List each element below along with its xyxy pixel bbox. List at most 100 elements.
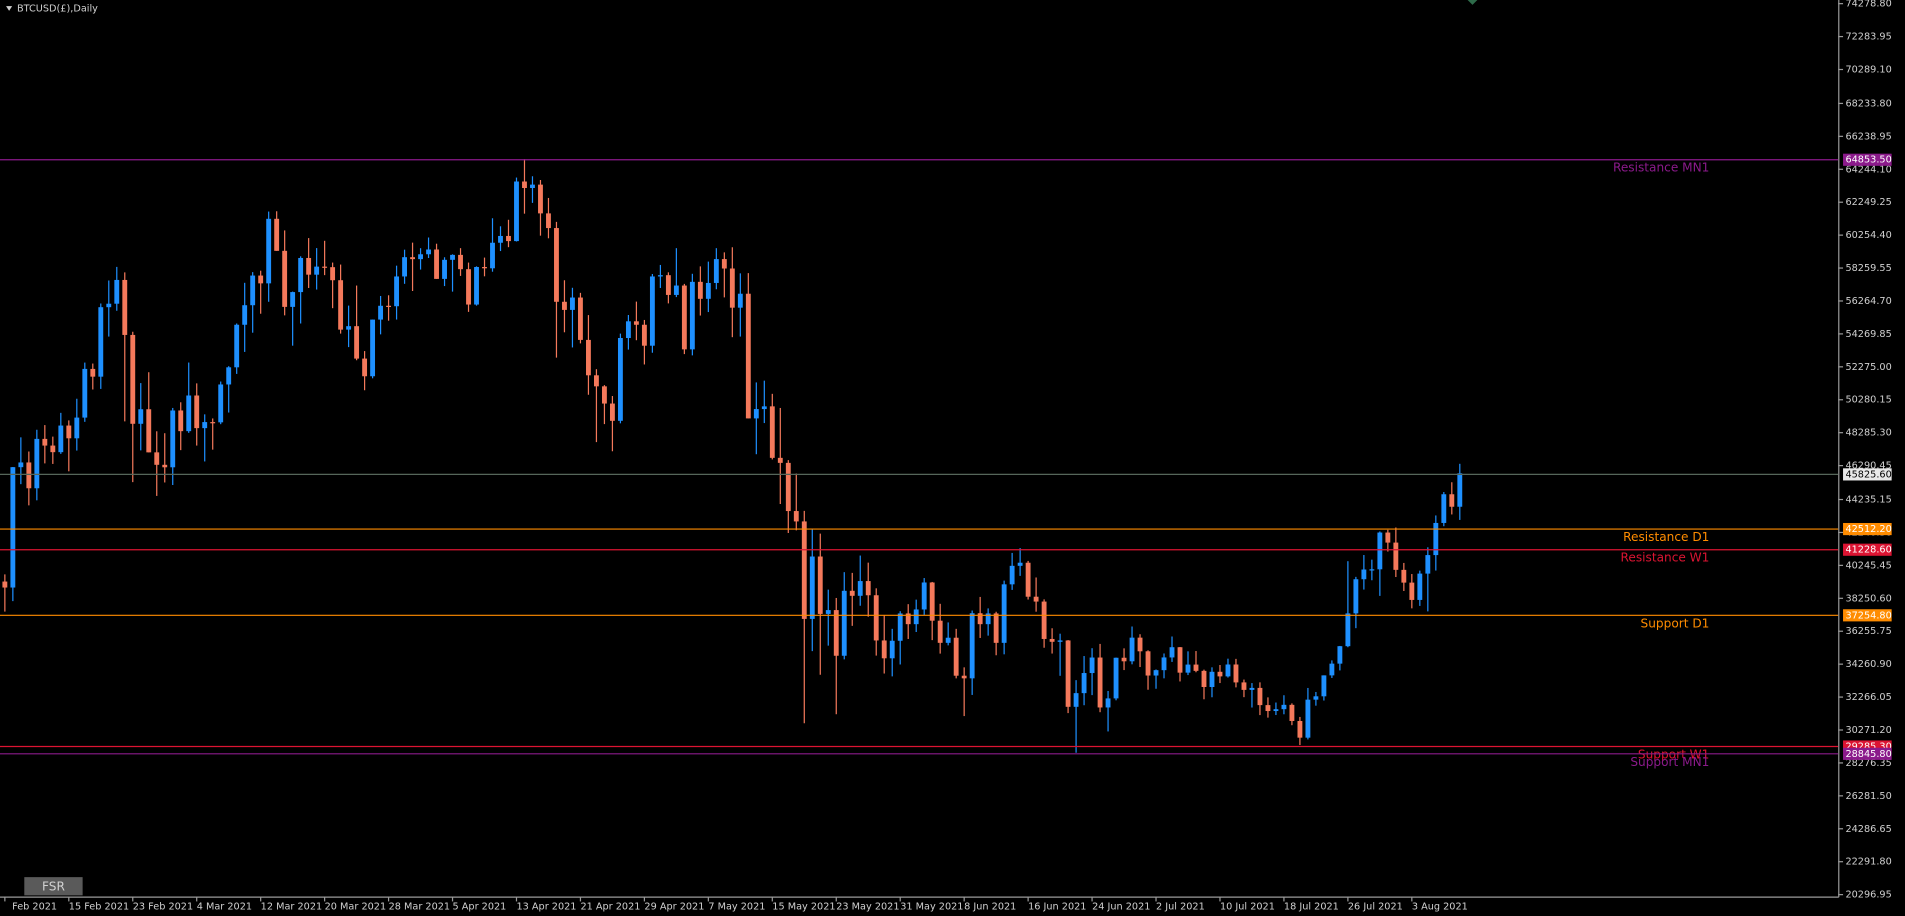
candle-body [1137, 637, 1143, 652]
candle-body [753, 409, 759, 419]
level-tag-label: 64853.50 [1845, 155, 1891, 166]
candle-body [1273, 709, 1279, 712]
x-tick-label: 12 Mar 2021 [261, 901, 323, 912]
candle-body [1097, 657, 1103, 708]
level-tag [1843, 153, 1892, 166]
candle-body [881, 640, 887, 659]
y-tick-label: 64244.10 [1845, 164, 1891, 175]
candle-body [1025, 562, 1031, 597]
y-tick-label: 58259.55 [1845, 263, 1891, 274]
candle-body [745, 293, 751, 419]
candle-body [1353, 579, 1359, 614]
candle-body [1145, 651, 1151, 676]
candle-body [98, 307, 104, 377]
candle-body [1041, 601, 1047, 639]
candle-body [673, 285, 679, 295]
candle-body [2, 581, 8, 588]
candle-body [1361, 569, 1367, 580]
candle-body [681, 285, 687, 350]
candle-body [857, 581, 863, 596]
y-tick-label: 22291.80 [1845, 857, 1891, 868]
candle-body [609, 403, 615, 421]
candle-body [1169, 647, 1175, 658]
fsr-button[interactable] [24, 877, 83, 896]
candle-body [186, 395, 192, 432]
x-tick-label: 4 Mar 2021 [197, 901, 252, 912]
candle-body [90, 368, 96, 377]
y-tick-label: 26281.50 [1845, 791, 1891, 802]
x-tick-label: Feb 2021 [12, 901, 57, 912]
candle-body [1057, 640, 1063, 642]
level-tag-label: 37254.80 [1845, 610, 1891, 621]
y-tick-label: 46290.45 [1845, 461, 1891, 472]
x-tick-label: 23 May 2021 [836, 901, 899, 912]
candle-body [793, 511, 799, 522]
candle-body [1417, 573, 1423, 600]
candle-body [154, 452, 160, 465]
x-tick-label: 8 Jun 2021 [964, 901, 1016, 912]
candle-body [913, 609, 919, 625]
fsr-button-label[interactable]: FSR [42, 879, 65, 893]
candle-body [18, 462, 24, 468]
candle-body [1161, 657, 1167, 671]
candle-body [1313, 696, 1319, 700]
candle-body [82, 368, 88, 418]
candle-body [1129, 637, 1135, 662]
candle-body [689, 281, 695, 350]
y-tick-label: 72283.95 [1845, 32, 1891, 43]
candle-body [801, 521, 807, 619]
candle-body [314, 266, 320, 275]
y-tick-label: 68233.80 [1845, 98, 1891, 109]
level-tag-label: 28845.80 [1845, 749, 1891, 760]
candle-body [1409, 582, 1415, 600]
chart-title: BTCUSD(£),Daily [17, 4, 98, 15]
candle-body [769, 406, 775, 458]
candle-body [1441, 494, 1447, 523]
candle-body [865, 581, 871, 596]
level-tag-label: 29285.30 [1845, 742, 1891, 753]
candle-body [697, 281, 703, 299]
candle-body [74, 417, 80, 439]
x-tick-label: 24 Jun 2021 [1092, 901, 1150, 912]
x-tick-label: 23 Feb 2021 [133, 901, 193, 912]
candle-body [817, 556, 823, 614]
menu-triangle[interactable] [6, 6, 13, 11]
candle-body [1089, 657, 1095, 674]
candle-body [1289, 704, 1295, 721]
candle-body [1049, 638, 1055, 642]
candle-body [514, 181, 519, 242]
candle-body [1305, 699, 1311, 738]
candle-body [1217, 671, 1223, 677]
candle-body [394, 276, 400, 307]
candle-body [50, 445, 56, 453]
y-tick-label: 24286.65 [1845, 824, 1891, 835]
candle-body [466, 269, 471, 305]
candle-body [1201, 670, 1207, 687]
candle-body [921, 582, 927, 610]
candle-body [538, 184, 543, 214]
candle-body [370, 319, 376, 377]
candle-body [969, 613, 975, 679]
candle-body [985, 613, 991, 625]
level-tag-label: 42512.20 [1845, 524, 1891, 535]
candle-body [146, 409, 152, 453]
candle-body [1433, 522, 1439, 556]
candle-body [705, 282, 711, 299]
level-tag [1843, 543, 1892, 556]
y-tick-label: 30271.20 [1845, 725, 1891, 736]
x-tick-label: 16 Jun 2021 [1028, 901, 1086, 912]
candle-body [1377, 532, 1383, 570]
candle-body [242, 305, 248, 325]
candle-body [202, 422, 208, 429]
candle-body [737, 293, 743, 308]
candle-body [1345, 613, 1351, 647]
candle-body [1209, 671, 1215, 687]
candle-body [210, 422, 216, 424]
candle-body [506, 235, 511, 242]
candle-body [977, 613, 983, 625]
y-tick-label: 38250.60 [1845, 593, 1891, 604]
candle-body [1225, 664, 1231, 677]
